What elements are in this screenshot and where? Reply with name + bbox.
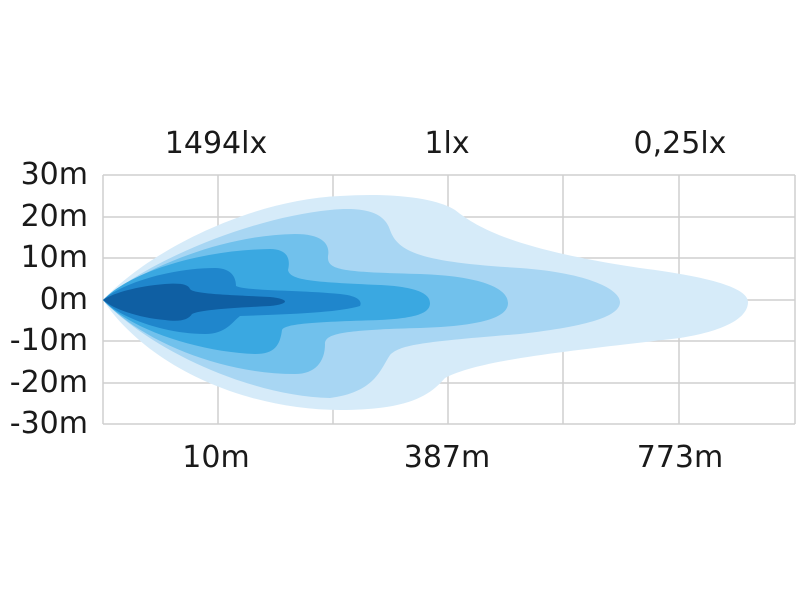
lux-label: 1lx	[424, 126, 470, 161]
distance-label: 10m	[182, 440, 250, 475]
y-tick-label: 30m	[20, 157, 88, 192]
beam-zone-6	[103, 283, 285, 321]
beam-zones	[103, 194, 748, 410]
y-tick-label: -20m	[9, 365, 88, 400]
distance-label: 387m	[403, 440, 491, 475]
distance-label: 773m	[636, 440, 724, 475]
lux-label: 1494lx	[164, 126, 268, 161]
y-tick-label: 10m	[20, 240, 88, 275]
y-tick-label: 20m	[20, 199, 88, 234]
y-tick-label: -10m	[9, 323, 88, 358]
y-tick-label: -30m	[9, 406, 88, 441]
y-tick-label: 0m	[39, 282, 88, 317]
lux-label: 0,25lx	[633, 126, 727, 161]
